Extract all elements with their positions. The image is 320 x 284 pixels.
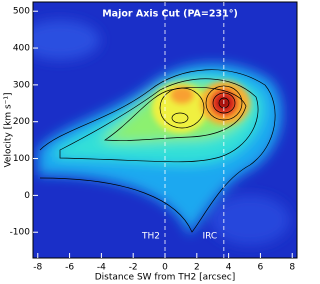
y-tick-label: 500 bbox=[13, 7, 30, 17]
chart-title: Major Axis Cut (PA=231°) bbox=[102, 9, 238, 20]
annotation: TH2 bbox=[141, 232, 160, 242]
y-tick-label: -100 bbox=[10, 228, 31, 238]
y-tick-label: 0 bbox=[24, 191, 30, 201]
x-tick-label: 0 bbox=[162, 263, 168, 273]
page: {"chart_data": {"type": "image", "title"… bbox=[3, 1, 298, 283]
y-tick-label: 100 bbox=[13, 154, 30, 164]
x-tick-label: 2 bbox=[194, 263, 200, 273]
y-tick-label: 200 bbox=[13, 117, 30, 127]
annotation: IRC bbox=[202, 232, 217, 242]
x-tick-label: -8 bbox=[33, 263, 42, 273]
x-tick-label: 6 bbox=[258, 263, 264, 273]
chart: Major Axis Cut (PA=231°) Distance SW fro… bbox=[4, 1, 298, 283]
x-tick-label: -2 bbox=[129, 263, 138, 273]
x-tick-label: 4 bbox=[226, 263, 232, 273]
x-tick-label: 8 bbox=[289, 263, 295, 273]
y-tick-label: 400 bbox=[13, 44, 30, 54]
x-axis-label: Distance SW from TH2 [arcsec] bbox=[95, 273, 236, 283]
y-tick-label: 300 bbox=[13, 80, 30, 90]
intensity-map bbox=[33, 2, 297, 258]
x-tick-label: -4 bbox=[97, 263, 106, 273]
y-axis-label: Velocity [km s⁻¹] bbox=[4, 92, 14, 167]
x-tick-label: -6 bbox=[65, 263, 74, 273]
